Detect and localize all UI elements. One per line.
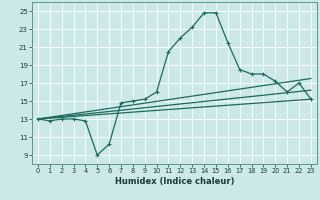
X-axis label: Humidex (Indice chaleur): Humidex (Indice chaleur) — [115, 177, 234, 186]
